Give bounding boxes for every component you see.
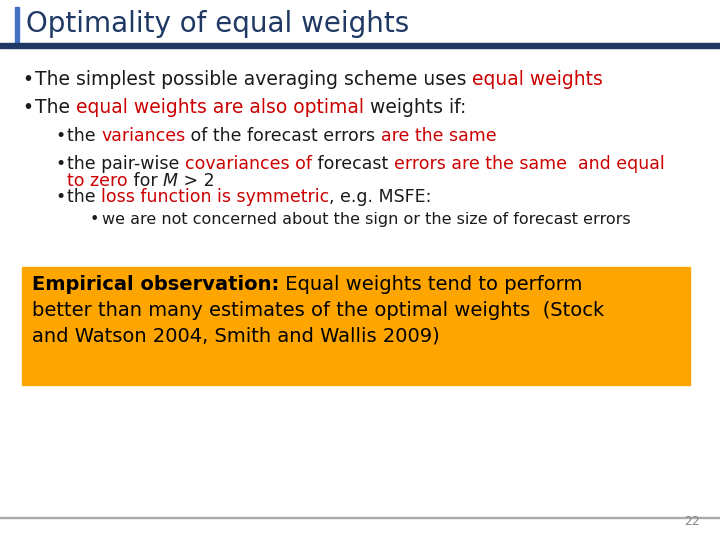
Text: equal weights are also optimal: equal weights are also optimal — [76, 98, 364, 117]
Text: forecast: forecast — [312, 155, 394, 173]
Text: > 2: > 2 — [178, 172, 215, 190]
Text: •: • — [55, 155, 66, 173]
Text: loss function is symmetric: loss function is symmetric — [101, 188, 329, 206]
FancyBboxPatch shape — [22, 267, 690, 385]
Text: •: • — [90, 212, 99, 227]
Text: and Watson 2004, Smith and Wallis 2009): and Watson 2004, Smith and Wallis 2009) — [32, 327, 440, 346]
Text: covariances of: covariances of — [185, 155, 312, 173]
Bar — [15, 7, 19, 43]
Text: The simplest possible averaging scheme uses: The simplest possible averaging scheme u… — [35, 70, 472, 89]
Text: •: • — [55, 127, 66, 145]
Text: variances: variances — [101, 127, 185, 145]
Text: to zero: to zero — [67, 172, 127, 190]
Text: •: • — [22, 98, 33, 117]
Text: better than many estimates of the optimal weights  (Stock: better than many estimates of the optima… — [32, 301, 604, 320]
Text: , e.g. MSFE:: , e.g. MSFE: — [329, 188, 432, 206]
Text: •: • — [22, 70, 33, 89]
Text: Empirical observation:: Empirical observation: — [32, 275, 279, 294]
Text: M: M — [163, 172, 178, 190]
Text: •: • — [55, 188, 66, 206]
Bar — [0, 517, 720, 518]
Text: the pair-wise: the pair-wise — [67, 155, 185, 173]
Text: errors are the same  and equal: errors are the same and equal — [394, 155, 665, 173]
Text: equal weights: equal weights — [472, 70, 603, 89]
Text: of the forecast errors: of the forecast errors — [185, 127, 381, 145]
Text: the: the — [67, 127, 101, 145]
Text: we are not concerned about the sign or the size of forecast errors: we are not concerned about the sign or t… — [102, 212, 631, 227]
Bar — [0, 43, 720, 48]
Text: the: the — [67, 188, 101, 206]
Text: The: The — [35, 98, 76, 117]
Text: 22: 22 — [684, 515, 700, 528]
Text: Equal weights tend to perform: Equal weights tend to perform — [279, 275, 582, 294]
Text: Optimality of equal weights: Optimality of equal weights — [26, 10, 409, 38]
Text: are the same: are the same — [381, 127, 497, 145]
Text: for: for — [127, 172, 163, 190]
Text: weights if:: weights if: — [364, 98, 467, 117]
